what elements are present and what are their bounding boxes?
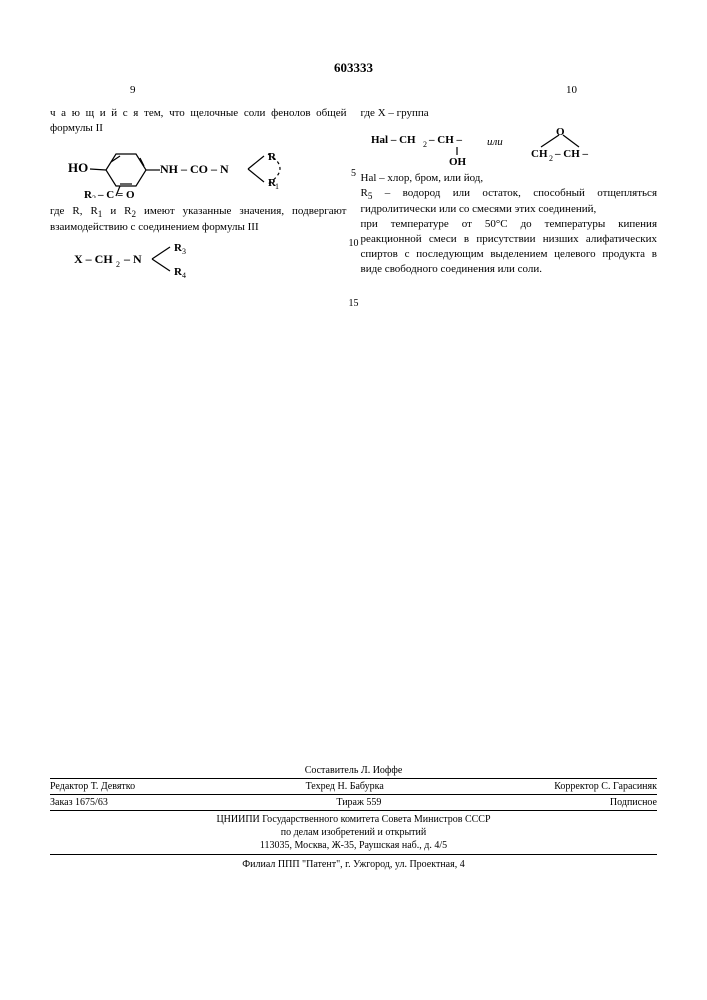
right-para-4: при температуре от 50°С до температуры к…	[361, 217, 658, 276]
footer-addr: 113035, Москва, Ж-35, Раушская наб., д. …	[50, 839, 657, 852]
svg-text:или: или	[487, 136, 503, 148]
right-column: где X – группа Hal – CH 2 – CH – OH или …	[361, 106, 658, 283]
footer-order-row: Заказ 1675/63 Тираж 559 Подписное	[50, 795, 657, 811]
svg-text:– C = O: – C = O	[97, 189, 135, 198]
t: и R	[102, 205, 131, 217]
svg-text:– CH –: – CH –	[554, 148, 589, 160]
svg-text:– N: – N	[123, 252, 142, 266]
svg-text:4: 4	[182, 271, 186, 279]
footer-order: Заказ 1675/63	[50, 797, 108, 808]
footer-branch: Филиал ППП "Патент", г. Ужгород, ул. Про…	[50, 855, 657, 870]
svg-text:2: 2	[116, 260, 120, 269]
footer-tiraj: Тираж 559	[336, 797, 381, 808]
svg-text:1: 1	[275, 182, 279, 191]
formula-2: HO NH – CO – N R	[68, 142, 347, 198]
svg-text:2: 2	[92, 194, 96, 198]
footer-org1: ЦНИИПИ Государственного комитета Совета …	[50, 813, 657, 826]
footer-org2: по делам изобретений и открытий	[50, 826, 657, 839]
t: Т. Девятко	[91, 781, 135, 792]
svg-text:OH: OH	[449, 156, 467, 167]
t: С. Гарасиняк	[601, 781, 657, 792]
t: Корректор	[554, 781, 599, 792]
right-para-1: где X – группа	[361, 106, 658, 121]
formula-3: X – CH 2 – N R 3 R 4	[74, 239, 347, 279]
two-column-body: ч а ю щ и й с я тем, что щелочные соли ф…	[50, 106, 657, 283]
footer-editor: Редактор Т. Девятко	[50, 781, 135, 792]
t: Техред	[306, 781, 335, 792]
svg-text:2: 2	[549, 154, 553, 163]
svg-text:R: R	[268, 151, 277, 163]
page-numbers-row: 9 10	[50, 84, 657, 96]
line-num-15: 15	[349, 298, 359, 309]
left-para-1: ч а ю щ и й с я тем, что щелочные соли ф…	[50, 106, 347, 136]
footer-tech: Техред Н. Бабурка	[306, 781, 384, 792]
left-column: ч а ю щ и й с я тем, что щелочные соли ф…	[50, 106, 347, 283]
t: где R, R	[50, 205, 98, 217]
right-para-2: Hal – хлор, бром, или йод,	[361, 171, 658, 186]
footer-corrector: Корректор С. Гарасиняк	[554, 781, 657, 792]
right-para-3: R5 – водород или остаток, способный отще…	[361, 186, 658, 217]
line-num-10: 10	[349, 238, 359, 249]
footer-block: Составитель Л. Иоффе Редактор Т. Девятко…	[50, 765, 657, 870]
page-left: 9	[130, 84, 136, 96]
svg-text:3: 3	[182, 247, 186, 256]
footer-compiler: Составитель Л. Иоффе	[50, 765, 657, 779]
left-para-2: где R, R1 и R2 имеют указанные значения,…	[50, 204, 347, 235]
svg-text:HO: HO	[68, 160, 88, 175]
page-right: 10	[566, 84, 577, 96]
footer-org: ЦНИИПИ Государственного комитета Совета …	[50, 811, 657, 855]
svg-text:Hal – CH: Hal – CH	[371, 134, 416, 146]
t: – водород или остаток, способный отщепля…	[361, 187, 658, 216]
t: Редактор	[50, 781, 88, 792]
footer-sign: Подписное	[610, 797, 657, 808]
t: R	[361, 187, 368, 199]
svg-text:NH – CO – N: NH – CO – N	[160, 162, 229, 176]
footer-credits-row: Редактор Т. Девятко Техред Н. Бабурка Ко…	[50, 779, 657, 795]
svg-text:2: 2	[423, 140, 427, 149]
svg-text:CH: CH	[531, 148, 548, 160]
line-num-5: 5	[351, 168, 356, 179]
svg-text:X – CH: X – CH	[74, 252, 113, 266]
svg-text:O: O	[556, 126, 565, 138]
formula-x-group: Hal – CH 2 – CH – OH или CH 2 – CH – O	[371, 125, 658, 167]
svg-text:– CH –: – CH –	[428, 134, 463, 146]
t: Н. Бабурка	[338, 781, 384, 792]
patent-number: 603333	[50, 60, 657, 76]
